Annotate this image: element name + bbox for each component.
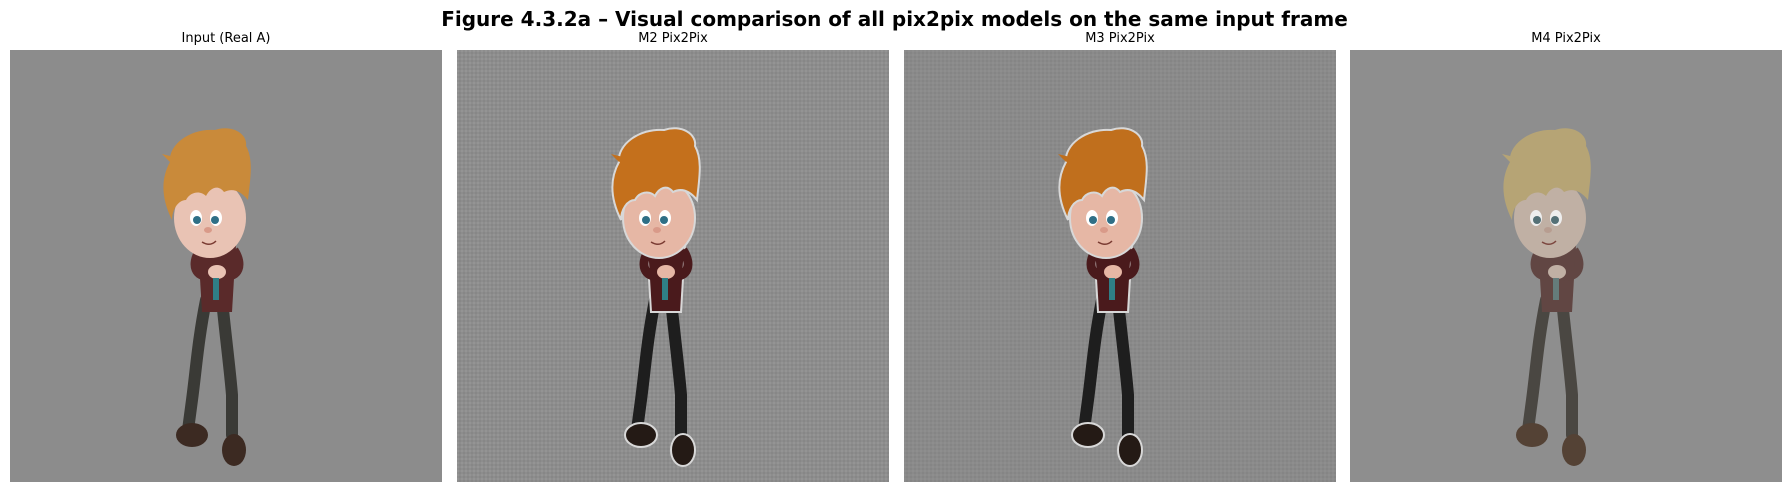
right-arm [1563,247,1584,281]
right-shoe [1562,434,1586,466]
right-pupil [660,216,668,224]
character-image [904,50,1336,482]
scarf [1553,278,1559,300]
panel-m3: M3 Pix2Pix [904,30,1336,482]
left-shoe [624,422,658,448]
hair-tuft [162,154,178,162]
mouth [1541,240,1557,245]
right-leg [1556,294,1578,441]
left-shoe [176,423,208,447]
right-arm [672,247,693,281]
right-shoe [222,434,246,466]
panel-m2: M2 Pix2Pix [457,30,889,482]
left-leg [182,294,212,436]
hair-tuft [1502,154,1518,162]
panel-title: M2 Pix2Pix [638,31,708,46]
right-leg [1112,294,1134,441]
right-pupil [1551,216,1559,224]
panel-title: Input (Real A) [181,31,271,46]
figure-title: Figure 4.3.2a – Visual comparison of all… [441,7,1348,31]
character-image [1350,50,1782,482]
left-pupil [193,216,201,224]
hair-tuft [611,154,627,162]
left-pupil [642,216,650,224]
hands [1548,265,1566,279]
nose [1544,227,1552,233]
character [611,127,701,467]
hair [163,128,251,220]
left-pupil [1089,216,1097,224]
hair [1503,128,1591,220]
hands [208,265,226,279]
scarf [213,278,219,300]
hair [611,127,701,221]
character [162,128,251,466]
nose [653,227,661,233]
panel-title: M4 Pix2Pix [1531,31,1601,46]
left-shoe [1516,423,1548,447]
character-image [457,50,889,482]
character [1502,128,1591,466]
hair [1058,127,1148,221]
right-arm [223,247,244,281]
hands [657,265,675,279]
panel-title: M3 Pix2Pix [1085,31,1155,46]
nose [1100,227,1108,233]
mouth [201,240,217,245]
character-image [10,50,442,482]
left-leg [631,294,661,436]
right-leg [665,294,687,441]
mouth [1097,240,1113,245]
character [1058,127,1148,467]
right-leg [216,294,238,441]
panel-m4: M4 Pix2Pix [1350,30,1782,482]
nose [204,227,212,233]
right-pupil [211,216,219,224]
scarf [662,278,668,300]
right-shoe [1117,433,1143,467]
hands [1104,265,1122,279]
right-arm [1119,247,1140,281]
right-shoe [670,433,696,467]
right-pupil [1107,216,1115,224]
left-leg [1522,294,1552,436]
hair-tuft [1058,154,1074,162]
mouth [650,240,666,245]
left-leg [1078,294,1108,436]
left-shoe [1071,422,1105,448]
scarf [1109,278,1115,300]
left-pupil [1533,216,1541,224]
panel-input: Input (Real A) [10,30,442,482]
